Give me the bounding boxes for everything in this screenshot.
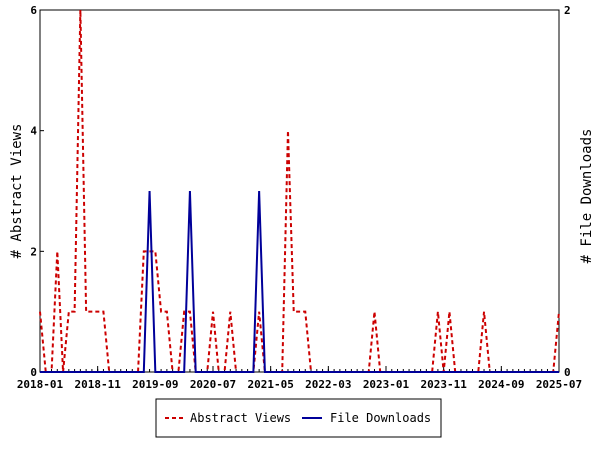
x-tick-label: 2021-05	[247, 378, 293, 391]
x-tick-label: 2018-11	[74, 378, 121, 391]
series-file-downloads	[40, 190, 559, 373]
y-left-tick-label: 2	[30, 245, 37, 258]
x-tick-label: 2024-09	[478, 378, 524, 391]
series-layer	[39, 9, 560, 373]
legend: Abstract Views File Downloads	[155, 398, 442, 438]
plot-area	[39, 9, 560, 373]
y-axis-right-title: # File Downloads	[579, 129, 595, 264]
legend-box	[155, 398, 442, 438]
x-tick-label: 2023-11	[420, 378, 467, 391]
y-axis-left-title: # Abstract Views	[9, 124, 25, 259]
legend-label-file-downloads: File Downloads	[330, 411, 431, 425]
y-right-tick-label: 0	[564, 366, 571, 379]
y-right-tick-label: 2	[564, 4, 571, 17]
legend-label-abstract-views: Abstract Views	[190, 411, 291, 425]
x-tick-label: 2023-01	[363, 378, 410, 391]
x-tick-label: 2020-07	[190, 378, 236, 391]
x-tick-label: 2025-07	[536, 378, 582, 391]
x-tick-label: 2018-01	[17, 378, 64, 391]
y-left-tick-label: 0	[30, 366, 37, 379]
x-tick-label: 2019-09	[132, 378, 178, 391]
y-left-tick-label: 6	[30, 4, 37, 17]
x-tick-label: 2022-03	[305, 378, 351, 391]
tick-labels: 2018-01 2018-11 2019-09 2020-07 2021-05 2022-…	[17, 4, 582, 391]
y-left-tick-label: 4	[30, 125, 37, 138]
